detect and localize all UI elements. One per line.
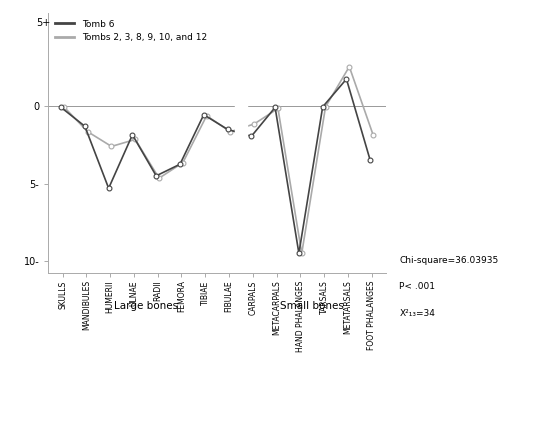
Text: Small bones: Small bones (280, 301, 344, 311)
Text: P< .001: P< .001 (399, 282, 435, 291)
Text: X²₁₃=34: X²₁₃=34 (399, 309, 435, 318)
Text: Large bones: Large bones (114, 301, 178, 311)
Bar (235, 13, 247, 273)
Text: Chi-square=36.03935: Chi-square=36.03935 (399, 256, 498, 265)
Text: 5+: 5+ (36, 18, 50, 28)
Legend: Tomb 6, Tombs 2, 3, 8, 9, 10, and 12: Tomb 6, Tombs 2, 3, 8, 9, 10, and 12 (53, 18, 209, 44)
